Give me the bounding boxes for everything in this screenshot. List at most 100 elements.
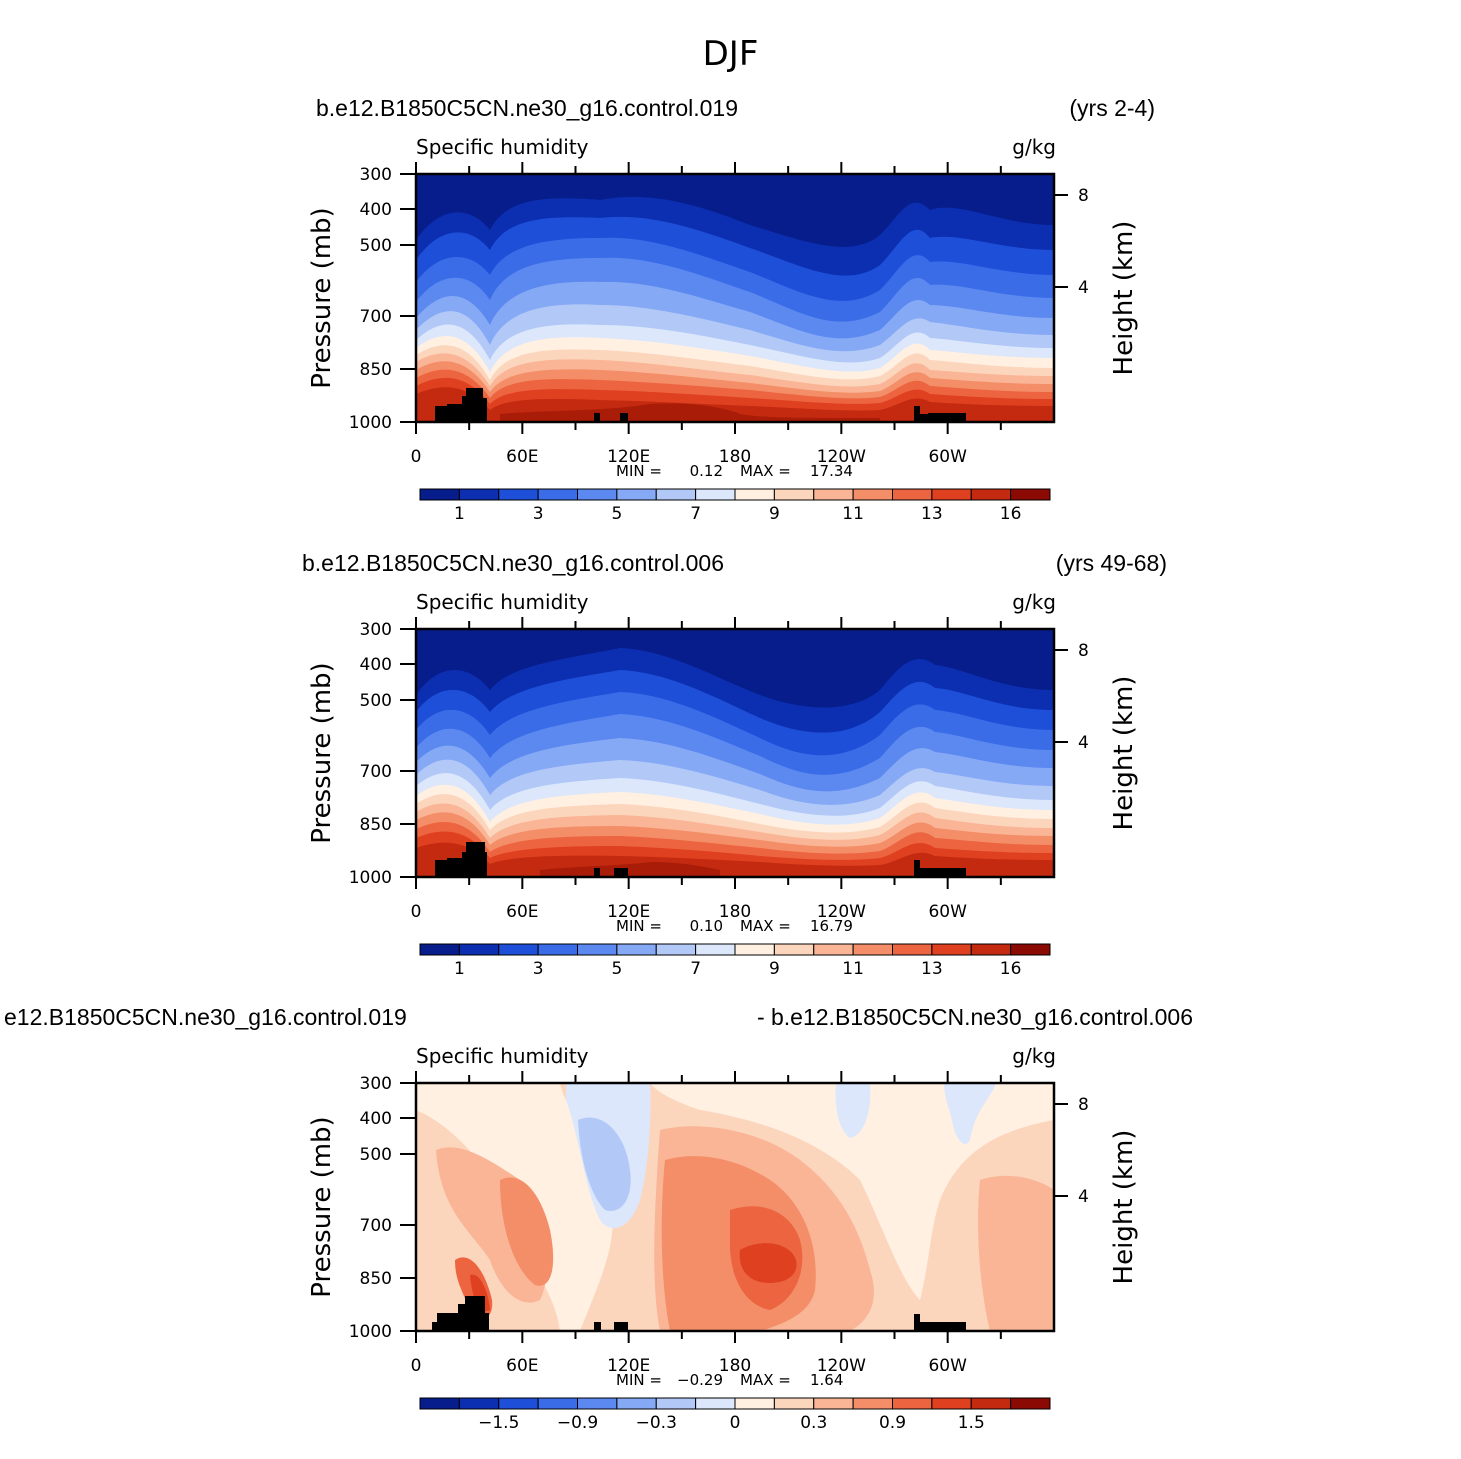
x-tick-label: 120E (607, 1356, 650, 1376)
colorbar-box (655, 488, 697, 501)
units-label: g/kg (1012, 1044, 1056, 1068)
colorbar-box (458, 488, 500, 501)
variable-label: Specific humidity (416, 135, 589, 159)
x-tick-label: 60E (506, 902, 538, 922)
min-label: MIN = (616, 917, 662, 935)
min-value: 0.10 (690, 917, 723, 935)
y-right-tick-label: 4 (1078, 733, 1089, 753)
x-tick-label: 180 (719, 902, 751, 922)
colorbar-label: 16 (1000, 959, 1022, 979)
min-label: MIN = (616, 462, 662, 480)
colorbar-label: 3 (533, 504, 544, 524)
y-right-tick-label: 4 (1078, 278, 1089, 298)
colorbar-box (419, 488, 460, 501)
colorbar-label: 11 (842, 504, 864, 524)
x-tick-label: 120W (817, 902, 866, 922)
colorbar-label: 13 (921, 504, 943, 524)
max-value: 16.79 (810, 917, 853, 935)
colorbar-box (734, 943, 775, 956)
y-tick-label: 500 (360, 236, 392, 256)
colorbar-box (1010, 488, 1051, 501)
x-tick-label: 120E (607, 447, 650, 467)
colorbar-box (577, 488, 618, 501)
y-tick-label: 850 (360, 815, 392, 835)
max-label: MAX = (740, 917, 791, 935)
case-label-3: e12.B1850C5CN.ne30_g16.control.019 (4, 1004, 407, 1030)
y-tick-label: 1000 (349, 868, 392, 888)
units-label: g/kg (1012, 135, 1056, 159)
years-label-1: (yrs 2-4) (1069, 95, 1155, 121)
min-label: MIN = (616, 1371, 662, 1389)
y-axis-title: Pressure (mb) (307, 662, 337, 843)
colorbar-box (813, 1397, 854, 1410)
y-right-tick-label: 8 (1078, 641, 1089, 661)
panel-2 (414, 627, 1056, 879)
colorbar-box (931, 488, 972, 501)
x-tick-label: 120E (607, 902, 650, 922)
x-tick-label: 60E (506, 447, 538, 467)
x-tick-label: 120W (817, 447, 866, 467)
x-tick-label: 60E (506, 1356, 538, 1376)
max-value: 1.64 (810, 1371, 843, 1389)
colorbar-label: 7 (690, 959, 701, 979)
colorbar-label: 5 (611, 504, 622, 524)
colorbar-box (773, 943, 815, 956)
colorbar-box (813, 488, 854, 501)
x-tick-label: 180 (719, 447, 751, 467)
colorbar-label: 1 (454, 959, 465, 979)
colorbar-label: 0 (730, 1413, 741, 1433)
x-tick-label: 0 (411, 447, 422, 467)
colorbar-box (498, 943, 539, 956)
variable-label: Specific humidity (416, 1044, 589, 1068)
y-axis-title: Pressure (mb) (307, 207, 337, 388)
colorbar-box (813, 943, 854, 956)
y-tick-label: 300 (360, 620, 392, 640)
colorbar-box (458, 943, 500, 956)
colorbar-box (616, 1397, 657, 1410)
colorbar-label: −0.9 (557, 1413, 598, 1433)
y-right-axis-title: Height (km) (1109, 676, 1139, 831)
y-right-tick-label: 8 (1078, 186, 1089, 206)
y-tick-label: 400 (360, 655, 392, 675)
x-tick-label: 180 (719, 1356, 751, 1376)
min-value: 0.12 (690, 462, 723, 480)
colorbar-label: 16 (1000, 504, 1022, 524)
colorbar-label: 11 (842, 959, 864, 979)
colorbar-box (970, 488, 1012, 501)
colorbar-box (734, 488, 775, 501)
x-tick-label: 0 (411, 1356, 422, 1376)
years-label-2: (yrs 49-68) (1055, 550, 1167, 576)
colorbar-box (419, 943, 460, 956)
years-label-3: - b.e12.B1850C5CN.ne30_g16.control.006 (756, 1004, 1193, 1030)
x-tick-label: 60W (928, 1356, 967, 1376)
colorbar-label: 9 (769, 504, 780, 524)
colorbar-box (655, 943, 697, 956)
y-tick-label: 850 (360, 1269, 392, 1289)
colorbar-box (458, 1397, 500, 1410)
colorbar-label: 1.5 (958, 1413, 985, 1433)
y-right-axis-title: Height (km) (1109, 1130, 1139, 1285)
colorbar-box (931, 943, 972, 956)
colorbar-box (1010, 943, 1051, 956)
colorbar-box (695, 943, 736, 956)
units-label: g/kg (1012, 590, 1056, 614)
colorbar-box (970, 1397, 1012, 1410)
colorbar-label: 0.3 (800, 1413, 827, 1433)
y-tick-label: 300 (360, 1074, 392, 1094)
panel-3 (414, 1081, 1056, 1333)
page-title: DJF (702, 34, 759, 74)
y-tick-label: 1000 (349, 1322, 392, 1342)
panel-1 (414, 172, 1056, 424)
colorbar-box (537, 488, 578, 501)
colorbar-box (616, 943, 657, 956)
colorbar-label: −1.5 (478, 1413, 519, 1433)
y-right-axis-title: Height (km) (1109, 221, 1139, 376)
colorbar-label: 13 (921, 959, 943, 979)
y-tick-label: 400 (360, 200, 392, 220)
colorbar-box (970, 943, 1012, 956)
x-tick-label: 0 (411, 902, 422, 922)
x-tick-label: 60W (928, 902, 967, 922)
y-axis-title: Pressure (mb) (307, 1116, 337, 1297)
contour-field-3 (416, 1083, 1054, 1331)
